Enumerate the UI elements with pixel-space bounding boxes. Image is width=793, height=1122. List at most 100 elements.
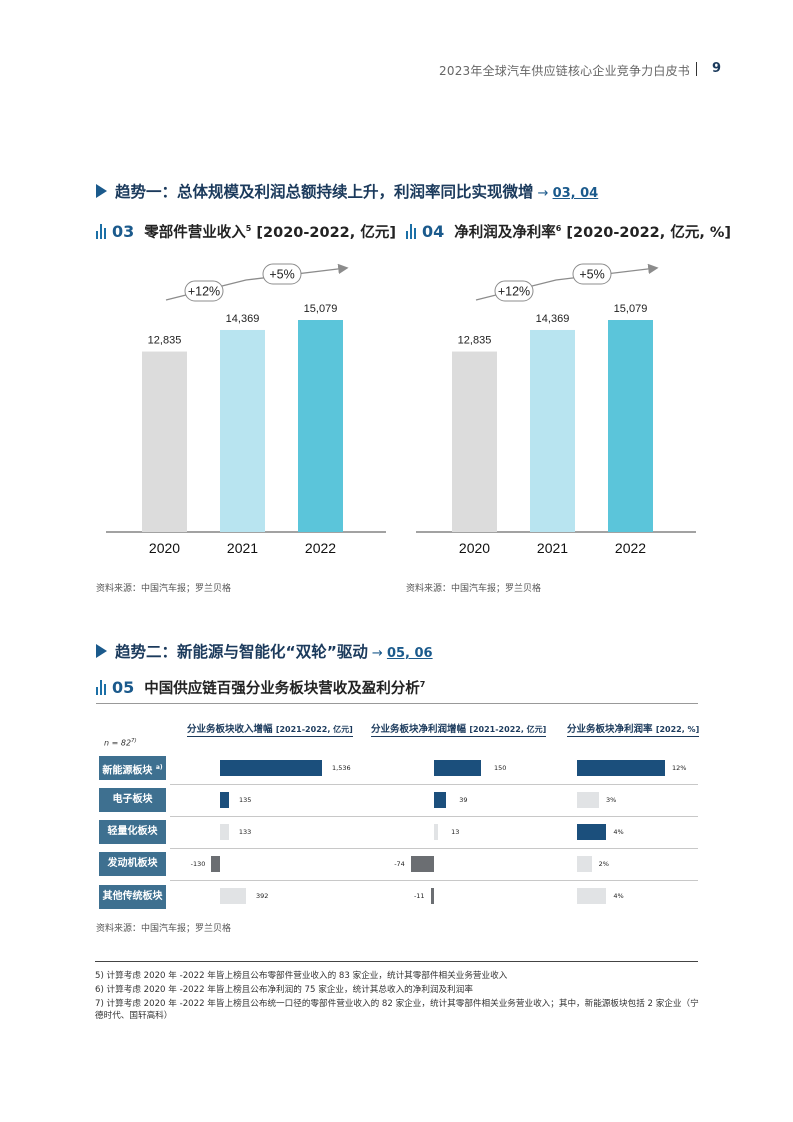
bar-value-label: -11 <box>413 892 425 900</box>
bar-2-1 <box>577 792 599 808</box>
row-label-lightweight: 轻量化板块 <box>99 820 166 844</box>
growth-annotation: +12% <box>188 285 220 299</box>
bar-2020 <box>452 351 497 532</box>
trend2-ref-link[interactable]: 05, 06 <box>386 646 433 661</box>
bar-1-3 <box>410 856 434 872</box>
trend1-text: 趋势一：总体规模及利润总额持续上升，利润率同比实现微增 <box>115 183 534 201</box>
footnote-rule <box>95 961 698 962</box>
bar-value-label: 39 <box>459 796 468 804</box>
fig04-unit: [2020-2022, 亿元, %] <box>566 225 732 241</box>
fig05-footnote-ref: 7 <box>419 680 426 690</box>
bar-chart-icon <box>96 224 106 239</box>
row-label-engine: 发动机板块 <box>99 852 166 876</box>
x-tick-label: 2021 <box>537 540 568 556</box>
bar-0-3 <box>211 856 220 872</box>
fig04-source: 资料来源：中国汽车报；罗兰贝格 <box>406 584 542 594</box>
bar-2-0 <box>577 760 665 776</box>
bar-value-label: 392 <box>256 892 269 900</box>
bar-2-2 <box>577 824 607 840</box>
footnote-5: 5) 计算考虑 2020 年 -2022 年皆上榜且公布零部件营业收入的 83 … <box>95 971 508 981</box>
x-tick-label: 2021 <box>227 540 258 556</box>
growth-annotation: +5% <box>579 268 604 282</box>
row-label-new-energy: 新能源板块 a) <box>99 756 166 780</box>
bar-value-label: 4% <box>613 892 624 900</box>
fig04-title-text: 净利润及净利率 <box>454 225 556 241</box>
fig04-title: 04 净利润及净利率6 [2020-2022, 亿元, %] <box>406 221 731 242</box>
growth-pill <box>262 263 302 285</box>
bar-2-4 <box>577 888 607 904</box>
fig03-title-text: 零部件营业收入 <box>144 225 246 241</box>
fig04-bar-chart: 12,835 2020 14,369 2021 15,079 2022 +12% +5% <box>416 263 696 556</box>
value-label: 14,369 <box>536 313 570 325</box>
value-label: 12,835 <box>458 335 492 347</box>
bar-0-1 <box>220 792 229 808</box>
row-label-electronics: 电子板块 <box>99 788 166 812</box>
growth-pill <box>184 280 224 302</box>
trend1-arrow: → <box>537 186 549 201</box>
bar-value-label: 3% <box>606 796 617 804</box>
fig05-title: 05 中国供应链百强分业务板块营收及盈利分析7 <box>96 677 425 698</box>
running-header-title: 2023年全球汽车供应链核心企业竞争力白皮书 <box>439 64 690 78</box>
x-tick-label: 2022 <box>305 540 336 556</box>
bar-chart-icon <box>406 224 416 239</box>
footnote-6: 6) 计算考虑 2020 年 -2022 年皆上榜且公布净利润的 75 家企业，… <box>95 985 473 995</box>
fig03-footnote-ref: 5 <box>245 224 252 234</box>
value-label: 14,369 <box>226 313 260 325</box>
bar-1-0 <box>434 760 481 776</box>
growth-pill <box>572 263 612 285</box>
bar-value-label: -130 <box>190 860 206 868</box>
bar-value-label: 1,536 <box>332 764 351 772</box>
trend2-text: 趋势二：新能源与智能化“双轮”驱动 <box>115 643 368 661</box>
bar-value-label: 150 <box>494 764 507 772</box>
bar-value-label: 12% <box>672 764 687 772</box>
bar-0-2 <box>220 824 229 840</box>
bar-2022 <box>608 320 653 532</box>
row-divider <box>170 848 698 849</box>
bar-2021 <box>220 329 265 532</box>
trend1-heading: 趋势一：总体规模及利润总额持续上升，利润率同比实现微增 → 03, 04 <box>96 180 598 202</box>
bar-0-4 <box>220 888 247 904</box>
x-tick-label: 2020 <box>459 540 490 556</box>
bar-1-1 <box>434 792 447 808</box>
footnote-7: 7) 计算考虑 2020 年 -2022 年皆上榜且公布统一口径的零部件营业收入… <box>95 999 699 1021</box>
x-tick-label: 2020 <box>149 540 180 556</box>
fig04-number: 04 <box>422 222 445 241</box>
row-divider <box>170 880 698 881</box>
value-label: 15,079 <box>614 303 648 315</box>
value-label: 15,079 <box>304 303 338 315</box>
bar-1-2 <box>434 824 439 840</box>
trend2-heading: 趋势二：新能源与智能化“双轮”驱动 → 05, 06 <box>96 640 433 662</box>
growth-pill <box>494 280 534 302</box>
header-separator <box>696 62 697 76</box>
fig03-title: 03 零部件营业收入5 [2020-2022, 亿元] <box>96 221 396 242</box>
bar-value-label: 4% <box>613 828 624 836</box>
page-number: 9 <box>712 61 722 76</box>
growth-annotation: +5% <box>269 268 294 282</box>
trend1-ref-link[interactable]: 03, 04 <box>552 186 599 201</box>
bar-value-label: 13 <box>451 828 460 836</box>
fig03-bar-chart: 12,835 2020 14,369 2021 15,079 2022 +12% +5% <box>106 263 386 556</box>
bar-chart-icon <box>96 680 106 695</box>
triangle-bullet-icon <box>96 184 107 198</box>
bar-2-3 <box>577 856 592 872</box>
fig03-number: 03 <box>112 222 135 241</box>
triangle-bullet-icon <box>96 644 107 658</box>
bar-2021 <box>530 329 575 532</box>
x-tick-label: 2022 <box>615 540 646 556</box>
row-divider <box>170 784 698 785</box>
fig05-title-rule <box>96 703 698 704</box>
col-header-margin: 分业务板块净利润率 [2022, %] <box>567 721 700 737</box>
bar-2022 <box>298 320 343 532</box>
bar-1-4 <box>430 888 434 904</box>
bar-value-label: -74 <box>394 860 405 868</box>
value-label: 12,835 <box>148 335 182 347</box>
bar-0-0 <box>220 760 322 776</box>
col-header-revenue: 分业务板块收入增幅 [2021-2022, 亿元] <box>187 721 353 737</box>
fig04-footnote-ref: 6 <box>555 224 562 234</box>
fig03-unit: [2020-2022, 亿元] <box>256 225 396 241</box>
row-label-other-traditional: 其他传统板块 <box>99 885 166 909</box>
trend2-arrow: → <box>371 646 383 661</box>
growth-annotation: +12% <box>498 285 530 299</box>
bar-value-label: 135 <box>238 796 252 804</box>
fig05-number: 05 <box>112 678 135 697</box>
